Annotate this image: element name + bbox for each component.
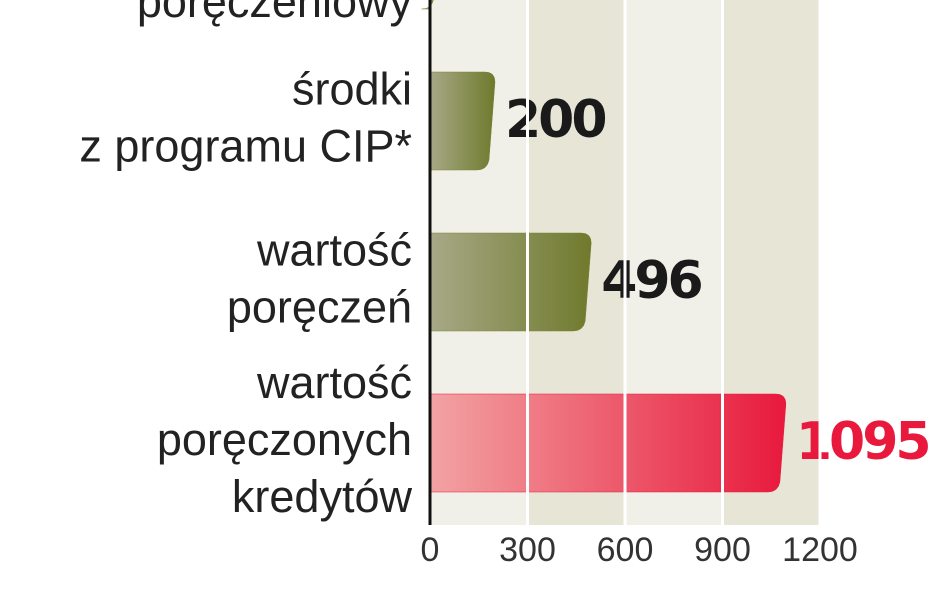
- x-tick-label: 300: [499, 531, 556, 569]
- bar: [429, 393, 787, 493]
- value-label: 1095: [796, 412, 929, 472]
- x-tick-label: 0: [421, 531, 440, 569]
- category-label: kredytów: [232, 471, 413, 522]
- bar: [429, 71, 496, 171]
- value-label: 496: [601, 251, 701, 311]
- x-tick-label: 900: [694, 531, 751, 569]
- value-label: 200: [505, 90, 605, 150]
- x-tick-label: 1200: [782, 531, 858, 569]
- category-label: z programu CIP*: [79, 120, 412, 171]
- category-label: środki: [292, 63, 412, 114]
- category-label: wartość: [256, 357, 412, 408]
- category-label: wartość: [256, 224, 412, 275]
- x-tick-label: 600: [597, 531, 654, 569]
- category-label: poręczonych: [157, 414, 412, 465]
- bar: [429, 232, 592, 332]
- category-label: poręczeń: [227, 281, 412, 332]
- category-label: poręczeniowy: [137, 0, 413, 27]
